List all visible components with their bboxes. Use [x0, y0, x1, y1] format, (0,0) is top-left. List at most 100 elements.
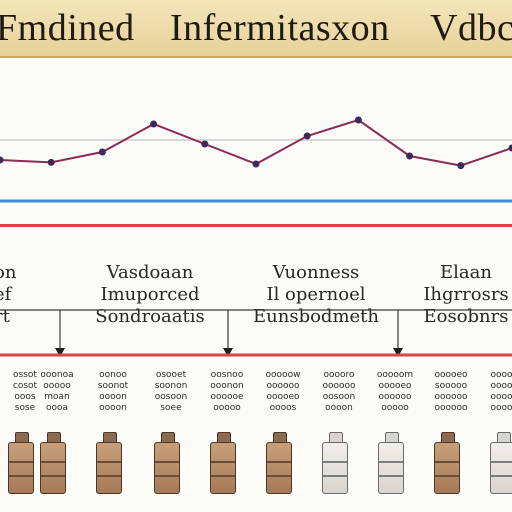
- section-3-line-1: Vuonness: [272, 262, 360, 283]
- bottle-band: [97, 461, 121, 463]
- bottle-band: [379, 461, 403, 463]
- item-card: oooooeooooeooooooooooooo: [486, 370, 512, 510]
- bottle-band: [97, 475, 121, 477]
- red-rule-top: [0, 224, 512, 227]
- bottle-body: [210, 442, 236, 494]
- data-point: [252, 160, 260, 168]
- bottle-body: [266, 442, 292, 494]
- section-2: Vasdoaan Imuporced Sondroaatis: [80, 262, 220, 342]
- item-label: oonoo: [99, 370, 127, 380]
- data-point: [303, 132, 311, 140]
- item-card: ossot cosot ooos sose: [4, 370, 46, 510]
- item-label: oosoon: [154, 392, 188, 402]
- section-4-line-3: Eosobnrs: [423, 306, 509, 327]
- item-label: ooooeo: [490, 381, 512, 391]
- arrowhead-1: [55, 348, 65, 357]
- item-card: ooooro oooooo oosoon oooon: [318, 370, 360, 510]
- line-chart: [0, 116, 512, 203]
- bottle-icon: [490, 432, 512, 494]
- section-2-line-3: Sondroaatis: [95, 306, 205, 327]
- item-label: osooet: [155, 370, 187, 380]
- item-label: oooooo: [490, 392, 512, 402]
- section-3-line-3: Eunsbodmeth: [253, 306, 379, 327]
- item-label: ossot: [13, 370, 37, 380]
- item-label: ooooeo: [378, 381, 412, 391]
- item-label: ooooo: [213, 403, 241, 413]
- section-4-line-2: Ihgrrosrs: [423, 284, 509, 305]
- bottle-body: [378, 442, 404, 494]
- item-label: oooooo: [490, 403, 512, 413]
- arrowhead-2: [223, 348, 233, 357]
- item-card: osooet soonon oosoon soee: [150, 370, 192, 510]
- bottle-band: [435, 475, 459, 477]
- bottle-body: [154, 442, 180, 494]
- item-label: oooon: [99, 392, 127, 402]
- item-card: ooooeo sooooo oooooo oooooo: [430, 370, 472, 510]
- item-label: soee: [160, 403, 182, 413]
- item-label: oooa: [45, 403, 69, 413]
- section-1-line-2: ef: [0, 284, 12, 305]
- item-label: oooooo: [434, 403, 468, 413]
- section-2-line-2: Imuporced: [100, 284, 200, 305]
- bottle-band: [267, 475, 291, 477]
- item-card: ooooom ooooeo oooooo ooooo: [374, 370, 416, 510]
- arrowhead-3: [393, 348, 403, 357]
- item-label: ooooo: [43, 381, 71, 391]
- item-label: ooooeo: [434, 370, 468, 380]
- bottle-band: [323, 461, 347, 463]
- bottle-band: [9, 475, 33, 477]
- section-1: on ef rt: [0, 262, 40, 342]
- bottle-band: [491, 475, 512, 477]
- bottle-band: [9, 461, 33, 463]
- bottle-band: [155, 461, 179, 463]
- bottle-body: [40, 442, 66, 494]
- bottle-icon: [210, 432, 236, 494]
- item-label: oooooo: [322, 381, 356, 391]
- header-banner: Fmdined Infermitasxon Vdbc: [0, 0, 512, 58]
- bottle-band: [41, 475, 65, 477]
- item-card: oosnoo ooonon oooooe ooooo: [206, 370, 248, 510]
- series-group: [0, 116, 512, 170]
- bottle-band: [41, 461, 65, 463]
- item-label: ooooro: [323, 370, 355, 380]
- bottle-icon: [154, 432, 180, 494]
- bottle-icon: [8, 432, 34, 494]
- item-label: oooos: [269, 403, 297, 413]
- item-label: ooooeo: [266, 392, 300, 402]
- item-label: sooooo: [434, 381, 468, 391]
- item-label: oosnoo: [210, 370, 244, 380]
- data-point: [0, 156, 4, 164]
- item-card: oonoo soonot oooon oooon: [92, 370, 134, 510]
- bottle-band: [155, 475, 179, 477]
- item-label: ooonoa: [40, 370, 74, 380]
- bottle-icon: [96, 432, 122, 494]
- item-label: oooon: [99, 403, 127, 413]
- bottle-body: [490, 442, 512, 494]
- bottle-icon: [434, 432, 460, 494]
- bottle-band: [211, 475, 235, 477]
- section-1-line-3: rt: [0, 306, 10, 327]
- item-label: oooooo: [266, 381, 300, 391]
- data-point: [354, 116, 362, 124]
- item-label: moan: [44, 392, 70, 402]
- data-point: [406, 152, 414, 160]
- item-label: oosoon: [322, 392, 356, 402]
- item-label: oooon: [325, 403, 353, 413]
- bottle-band: [491, 461, 512, 463]
- bottle-icon: [322, 432, 348, 494]
- bottle-body: [322, 442, 348, 494]
- item-label: ooonon: [210, 381, 244, 391]
- section-2-line-1: Vasdoaan: [106, 262, 194, 283]
- data-point: [98, 148, 106, 156]
- item-card: ooonoa ooooo moan oooa: [36, 370, 78, 510]
- item-label: ooooow: [265, 370, 301, 380]
- section-1-line-1: on: [0, 262, 17, 283]
- bottle-icon: [40, 432, 66, 494]
- header-word-2: Infermitasxon: [170, 7, 390, 49]
- item-label: soonot: [97, 381, 129, 391]
- section-4-line-1: Elaan: [440, 262, 492, 283]
- data-point: [201, 140, 209, 148]
- item-label: oooooo: [434, 392, 468, 402]
- bottle-band: [435, 461, 459, 463]
